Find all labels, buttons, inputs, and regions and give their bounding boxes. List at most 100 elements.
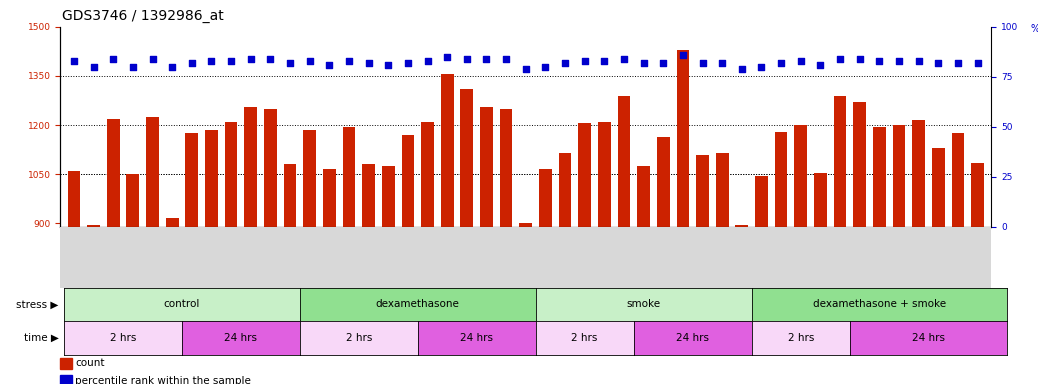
Point [360,60,377,66]
Point [340,58,357,64]
Point [262,56,278,62]
Bar [461,89,473,384]
Bar [558,153,571,384]
Bar [323,169,335,384]
Point [969,60,986,66]
Point [773,60,790,66]
Bar [206,130,218,384]
Point [518,66,535,72]
Bar [283,164,297,384]
Bar [224,122,238,384]
Text: 24 hrs: 24 hrs [224,333,257,343]
Bar [794,125,808,384]
Text: 24 hrs: 24 hrs [460,333,493,343]
Bar [303,130,316,384]
Point [851,56,868,62]
Point [203,58,220,64]
Text: 24 hrs: 24 hrs [912,333,945,343]
Point [125,64,141,70]
Text: percentile rank within the sample: percentile rank within the sample [75,376,251,384]
Bar [598,122,610,384]
Point [184,60,200,66]
Text: time ▶: time ▶ [24,333,58,343]
Bar [60,376,72,384]
Bar [362,164,375,384]
Point [281,60,298,66]
Point [144,56,161,62]
Point [498,56,515,62]
Bar [264,109,277,384]
Bar [637,166,650,384]
Point [243,56,260,62]
Text: count: count [75,358,105,368]
Bar [107,119,119,384]
Text: 2 hrs: 2 hrs [346,333,372,343]
Point [537,64,553,70]
Point [616,56,632,62]
Bar [755,176,768,384]
Point [675,52,691,58]
Bar [774,132,788,384]
Point [910,58,927,64]
Bar [539,169,552,384]
Bar [343,127,355,384]
Point [714,60,731,66]
Point [301,58,318,64]
Point [694,60,711,66]
Point [439,54,456,60]
Point [792,58,809,64]
Bar [853,102,866,384]
Bar [519,223,532,384]
Point [950,60,966,66]
Bar [912,120,925,384]
Point [734,66,750,72]
Bar [166,218,179,384]
Bar [716,153,729,384]
Text: control: control [164,299,200,310]
Bar [382,166,394,384]
Bar [873,127,885,384]
Bar [952,133,964,384]
Bar [618,96,630,384]
Bar [402,135,414,384]
Point [635,60,652,66]
Bar [677,50,689,384]
Bar [67,171,80,384]
Bar [441,74,454,384]
Bar [146,117,159,384]
Point [400,60,416,66]
Text: GDS3746 / 1392986_at: GDS3746 / 1392986_at [62,9,224,23]
Bar [578,123,591,384]
Point [223,58,240,64]
Point [831,56,848,62]
Text: %: % [1030,24,1038,34]
Bar [834,96,846,384]
Text: dexamethasone: dexamethasone [376,299,460,310]
Text: dexamethasone + smoke: dexamethasone + smoke [813,299,946,310]
Bar [421,122,434,384]
Point [164,64,181,70]
Bar [814,172,827,384]
Point [65,58,82,64]
Bar [481,107,493,384]
Bar [87,225,100,384]
Point [812,62,828,68]
Point [596,58,612,64]
Point [105,56,121,62]
Text: 2 hrs: 2 hrs [572,333,598,343]
Point [479,56,495,62]
Point [321,62,337,68]
Bar [972,163,984,384]
Bar [893,125,905,384]
Bar [657,137,670,384]
Point [419,58,436,64]
Point [891,58,907,64]
Point [556,60,573,66]
Text: smoke: smoke [627,299,660,310]
Bar [244,107,257,384]
Bar [127,174,139,384]
Bar [736,225,748,384]
Point [871,58,887,64]
Text: 2 hrs: 2 hrs [110,333,136,343]
Text: stress ▶: stress ▶ [16,299,58,310]
